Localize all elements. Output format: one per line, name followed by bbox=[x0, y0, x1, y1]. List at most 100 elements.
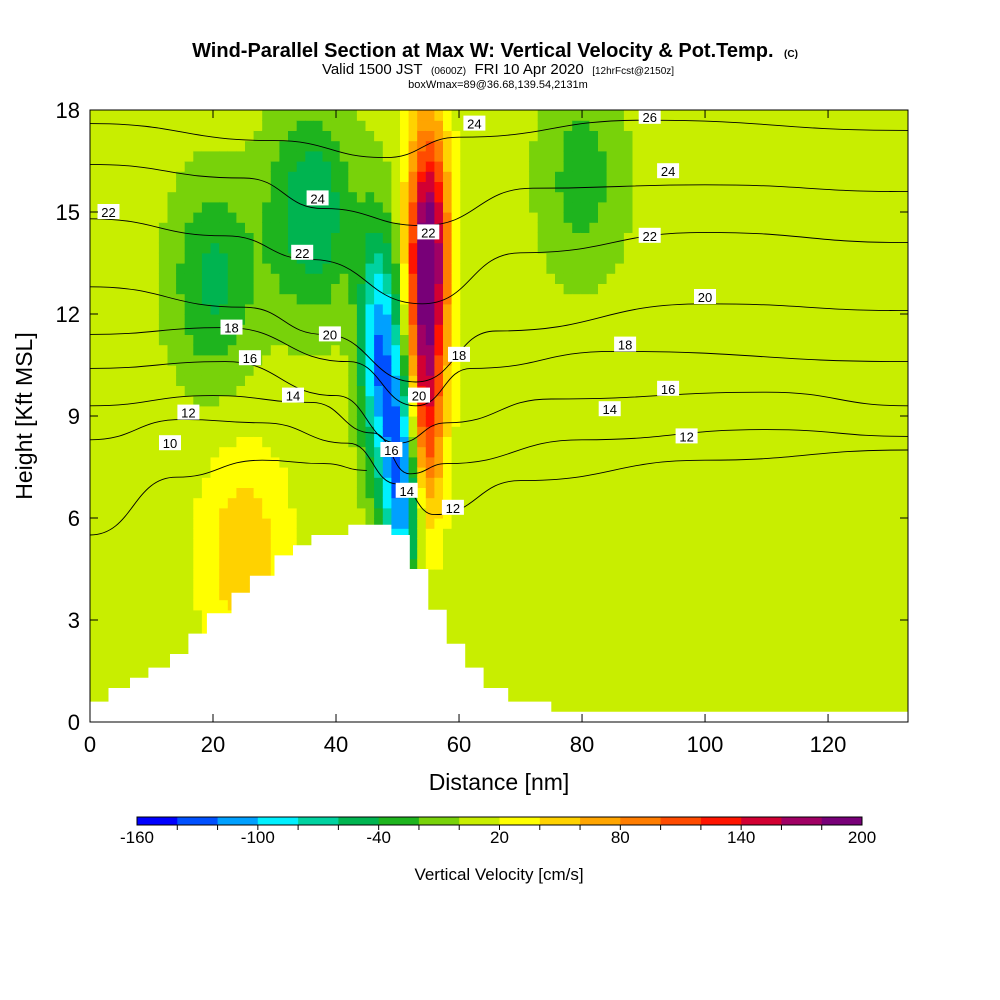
w-cell bbox=[124, 528, 134, 539]
w-cell bbox=[804, 630, 814, 641]
w-cell bbox=[382, 426, 392, 437]
w-cell bbox=[296, 497, 306, 509]
w-cell bbox=[537, 385, 547, 397]
w-cell bbox=[598, 171, 608, 182]
w-cell bbox=[167, 640, 177, 652]
w-cell bbox=[503, 518, 513, 529]
w-cell bbox=[537, 324, 547, 335]
w-cell bbox=[735, 354, 745, 366]
w-cell bbox=[580, 599, 590, 611]
w-cell bbox=[555, 528, 565, 539]
w-cell bbox=[150, 191, 160, 203]
w-cell bbox=[529, 232, 539, 244]
w-cell bbox=[546, 395, 556, 407]
w-cell bbox=[632, 263, 642, 274]
w-cell bbox=[288, 140, 298, 152]
w-cell bbox=[770, 161, 780, 172]
w-cell bbox=[486, 273, 496, 284]
w-cell bbox=[279, 456, 289, 468]
w-cell bbox=[141, 426, 151, 437]
w-cell bbox=[589, 385, 599, 397]
w-cell bbox=[753, 558, 763, 570]
w-cell bbox=[434, 548, 444, 560]
w-cell bbox=[434, 507, 444, 519]
w-cell bbox=[90, 436, 100, 448]
w-cell bbox=[641, 405, 651, 417]
w-cell bbox=[176, 201, 186, 213]
w-cell bbox=[753, 120, 763, 131]
w-cell bbox=[546, 161, 556, 172]
w-cell bbox=[107, 416, 117, 427]
w-cell bbox=[391, 385, 401, 397]
w-cell bbox=[227, 110, 237, 121]
w-cell bbox=[537, 303, 547, 315]
w-cell bbox=[675, 161, 685, 172]
w-cell bbox=[382, 324, 392, 335]
w-cell bbox=[761, 181, 771, 193]
w-cell bbox=[348, 467, 358, 478]
w-cell bbox=[219, 242, 229, 254]
w-cell bbox=[477, 171, 487, 182]
w-cell bbox=[434, 365, 444, 376]
w-cell bbox=[150, 477, 160, 488]
w-cell bbox=[167, 487, 177, 499]
w-cell bbox=[486, 314, 496, 325]
w-cell bbox=[658, 354, 668, 366]
w-cell bbox=[787, 620, 797, 631]
w-cell bbox=[606, 303, 616, 315]
w-cell bbox=[649, 436, 659, 448]
w-cell bbox=[141, 660, 151, 672]
w-cell bbox=[632, 477, 642, 488]
w-cell bbox=[408, 293, 418, 305]
w-cell bbox=[529, 579, 539, 590]
w-cell bbox=[684, 446, 694, 458]
w-cell bbox=[692, 252, 702, 264]
w-cell bbox=[641, 120, 651, 131]
w-cell bbox=[279, 293, 289, 305]
w-cell bbox=[443, 130, 453, 142]
w-cell bbox=[296, 171, 306, 182]
w-cell bbox=[356, 385, 367, 397]
w-cell bbox=[141, 263, 151, 274]
w-cell bbox=[546, 354, 556, 366]
w-cell bbox=[692, 497, 702, 509]
w-cell bbox=[684, 569, 694, 580]
w-cell bbox=[778, 456, 788, 468]
w-cell bbox=[339, 201, 349, 213]
w-cell bbox=[460, 130, 470, 142]
w-cell bbox=[468, 334, 479, 346]
w-cell bbox=[391, 467, 401, 478]
w-cell bbox=[382, 273, 392, 284]
w-cell bbox=[288, 324, 298, 335]
w-cell bbox=[245, 405, 255, 417]
w-cell bbox=[555, 579, 565, 590]
w-cell bbox=[296, 303, 306, 315]
w-cell bbox=[356, 201, 367, 213]
w-cell bbox=[761, 426, 771, 437]
w-cell bbox=[253, 161, 263, 172]
w-cell bbox=[580, 416, 590, 427]
w-cell bbox=[313, 324, 324, 335]
w-cell bbox=[279, 222, 289, 233]
w-cell bbox=[684, 191, 694, 203]
w-cell bbox=[546, 232, 556, 244]
w-cell bbox=[744, 538, 754, 550]
w-cell bbox=[511, 405, 522, 417]
w-cell bbox=[753, 365, 763, 376]
w-cell bbox=[503, 630, 513, 641]
w-cell bbox=[520, 558, 530, 570]
w-cell bbox=[632, 660, 642, 672]
w-cell bbox=[167, 120, 177, 131]
w-cell bbox=[124, 385, 134, 397]
w-cell bbox=[158, 630, 169, 641]
w-cell bbox=[451, 365, 461, 376]
w-cell bbox=[503, 436, 513, 448]
w-cell bbox=[511, 456, 522, 468]
w-cell bbox=[477, 140, 487, 152]
w-cell bbox=[460, 161, 470, 172]
w-cell bbox=[511, 385, 522, 397]
w-cell bbox=[468, 191, 479, 203]
w-cell bbox=[761, 385, 771, 397]
w-cell bbox=[451, 232, 461, 244]
w-cell bbox=[744, 416, 754, 427]
